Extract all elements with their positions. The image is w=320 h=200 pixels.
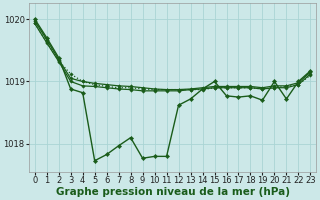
X-axis label: Graphe pression niveau de la mer (hPa): Graphe pression niveau de la mer (hPa): [56, 187, 290, 197]
